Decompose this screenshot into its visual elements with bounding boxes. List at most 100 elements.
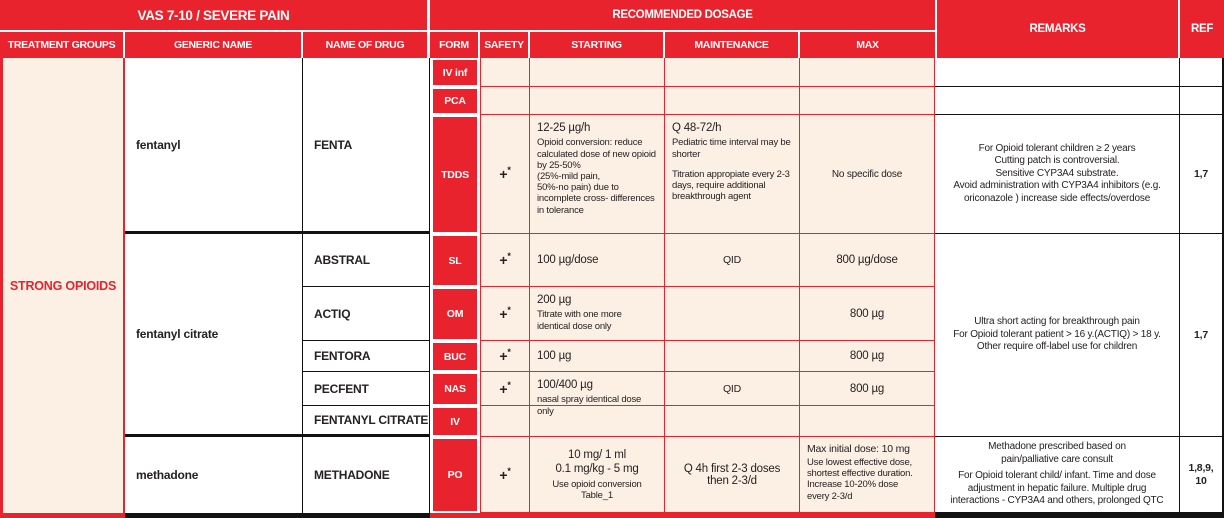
generic-name-fentanyl-citrate: fentanyl citrate — [125, 234, 303, 437]
safety-plus: + — [499, 305, 508, 322]
safety-cell-tdds: + * — [480, 115, 530, 234]
form-cell-pca: PCA — [430, 87, 480, 115]
maintenance-cell-sl: QID — [665, 234, 800, 287]
max-cell-nas: 800 µg — [800, 372, 935, 406]
column-header-maintenance: MAINTENANCE — [665, 32, 800, 58]
starting-cell-pca — [530, 87, 665, 115]
starting-dose: 12-25 µg/h — [537, 122, 591, 134]
drug-name-methadone: METHADONE — [303, 437, 430, 513]
maintenance-cell-iv-inf — [665, 58, 800, 87]
form-cell-tdds: TDDS — [430, 115, 480, 234]
section-title: VAS 7-10 / SEVERE PAIN — [0, 0, 430, 32]
remarks-cell-methadone: Methadone prescribed based on pain/palli… — [935, 437, 1180, 513]
safety-cell-buc: + * — [480, 341, 530, 372]
bottom-border-segment — [0, 513, 125, 518]
starting-cell-tdds: 12-25 µg/h Opioid conversion: reduce cal… — [530, 115, 665, 234]
starting-cell-iv — [530, 406, 665, 437]
form-cell-nas: NAS — [430, 372, 480, 406]
form-cell-iv-inf: IV inf — [430, 58, 480, 87]
max-dose: Max initial dose: 10 mg — [807, 443, 910, 455]
safety-asterisk: * — [507, 251, 511, 261]
column-header-generic-name: GENERIC NAME — [125, 32, 303, 58]
starting-cell-po: 10 mg/ 1 ml 0.1 mg/kg - 5 mg Use opioid … — [530, 437, 665, 513]
remarks-cell-fentanyl-citrate: Ultra short acting for breakthrough pain… — [935, 234, 1180, 437]
starting-cell-iv-inf — [530, 58, 665, 87]
remarks-cell-fentanyl: For Opioid tolerant children ≥ 2 years C… — [935, 115, 1180, 234]
column-header-form: FORM — [430, 32, 480, 58]
maintenance-cell-nas: QID — [665, 372, 800, 406]
drug-name-abstral: ABSTRAL — [303, 234, 430, 287]
column-header-name-of-drug: NAME OF DRUG — [303, 32, 430, 58]
starting-note: Use opioid conversion Table_1 — [552, 478, 642, 501]
safety-cell-iv — [480, 406, 530, 437]
column-header-ref: REF — [1180, 0, 1224, 58]
safety-plus: + — [499, 252, 508, 268]
ref-cell-fentanyl: 1,7 — [1180, 115, 1224, 234]
safety-plus: + — [499, 166, 508, 182]
safety-cell-om: + * — [480, 287, 530, 341]
safety-asterisk: * — [507, 165, 511, 175]
safety-cell-pca — [480, 87, 530, 115]
safety-cell-sl: + * — [480, 234, 530, 287]
remarks-cell-iv-inf — [935, 58, 1180, 87]
drug-name-fentora: FENTORA — [303, 341, 430, 372]
maintenance-note: Pediatric time interval may be shorter — [672, 137, 791, 160]
maintenance-cell-po: Q 4h first 2-3 doses then 2-3/d — [665, 437, 800, 513]
column-header-max: MAX — [800, 32, 935, 58]
max-cell-sl: 800 µg/dose — [800, 234, 935, 287]
bottom-border-segment — [935, 513, 1224, 518]
max-cell-po: Max initial dose: 10 mg Use lowest effec… — [800, 437, 935, 513]
ref-cell-pca — [1180, 87, 1224, 115]
generic-name-fentanyl: fentanyl — [125, 58, 303, 234]
generic-name-methadone: methadone — [125, 437, 303, 513]
safety-asterisk: * — [507, 465, 511, 476]
drug-name-actiq: ACTIQ — [303, 287, 430, 341]
column-header-treatment-groups: TREATMENT GROUPS — [0, 32, 125, 58]
maintenance-cell-iv — [665, 406, 800, 437]
max-cell-tdds: No specific dose — [800, 115, 935, 234]
safety-plus: + — [499, 348, 508, 364]
starting-cell-nas: 100/400 µg nasal spray identical dose on… — [530, 372, 665, 417]
starting-note: Titrate with one more identical dose onl… — [537, 309, 622, 332]
column-header-starting: STARTING — [530, 32, 665, 58]
drug-name-fentanyl-citrate: FENTANYL CITRATE — [303, 406, 430, 437]
bottom-border-segment — [125, 513, 430, 518]
drug-name-pecfent: PECFENT — [303, 372, 430, 406]
drug-name-fenta: FENTA — [303, 58, 430, 234]
max-note: Use lowest effective dose, shortest effe… — [807, 457, 913, 502]
safety-asterisk: * — [507, 379, 511, 390]
safety-plus: + — [499, 380, 508, 397]
form-cell-buc: BUC — [430, 341, 480, 372]
starting-dose: 100/400 µg — [537, 379, 593, 391]
safety-asterisk: * — [507, 304, 511, 315]
starting-cell-om: 200 µg Titrate with one more identical d… — [530, 287, 665, 341]
starting-cell-buc: 100 µg — [530, 341, 665, 372]
maintenance-dose: Q 48-72/h — [672, 122, 722, 134]
maintenance-cell-pca — [665, 87, 800, 115]
starting-note: nasal spray identical dose only — [537, 394, 642, 417]
treatment-group-cell: STRONG OPIOIDS — [0, 58, 125, 513]
starting-cell-sl: 100 µg/dose — [530, 234, 665, 287]
safety-cell-nas: + * — [480, 372, 530, 406]
starting-dose: 200 µg — [537, 294, 572, 306]
safety-plus: + — [499, 466, 508, 483]
maintenance-cell-om — [665, 287, 800, 341]
maintenance-cell-buc — [665, 341, 800, 372]
max-cell-buc: 800 µg — [800, 341, 935, 372]
column-header-safety: SAFETY — [480, 32, 530, 58]
bottom-border-segment — [430, 513, 935, 518]
ref-cell-iv-inf — [1180, 58, 1224, 87]
safety-cell-po: + * — [480, 437, 530, 513]
maintenance-cell-tdds: Q 48-72/h Pediatric time interval may be… — [665, 115, 800, 234]
recommended-dosage-header: RECOMMENDED DOSAGE — [430, 0, 935, 32]
remarks-cell-pca — [935, 87, 1180, 115]
max-cell-pca — [800, 87, 935, 115]
max-cell-om: 800 µg — [800, 287, 935, 341]
form-cell-po: PO — [430, 437, 480, 513]
max-cell-iv-inf — [800, 58, 935, 87]
form-cell-iv: IV — [430, 406, 480, 437]
column-header-remarks: REMARKS — [935, 0, 1180, 58]
remarks-line: Methadone prescribed based on pain/palli… — [988, 441, 1126, 465]
starting-note: Opioid conversion: reduce calculated dos… — [537, 137, 656, 216]
